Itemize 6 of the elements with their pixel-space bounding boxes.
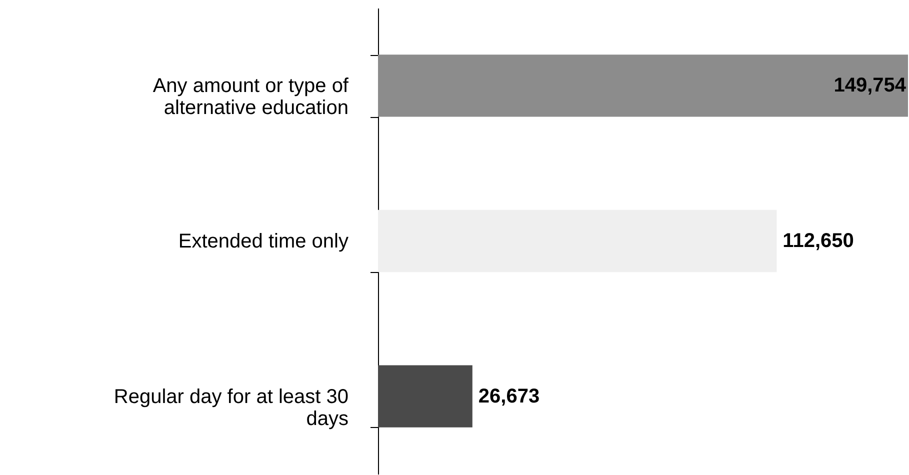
y-tick-label: Extended time only	[178, 230, 348, 252]
y-tick-label: Any amount or type of alternative education	[152, 75, 349, 120]
data-label: 112,650	[782, 230, 854, 252]
data-label: 26,673	[478, 385, 540, 408]
y-tick-label: Regular day for at least 30 days	[114, 386, 348, 430]
data-label: 149,754	[834, 74, 907, 97]
